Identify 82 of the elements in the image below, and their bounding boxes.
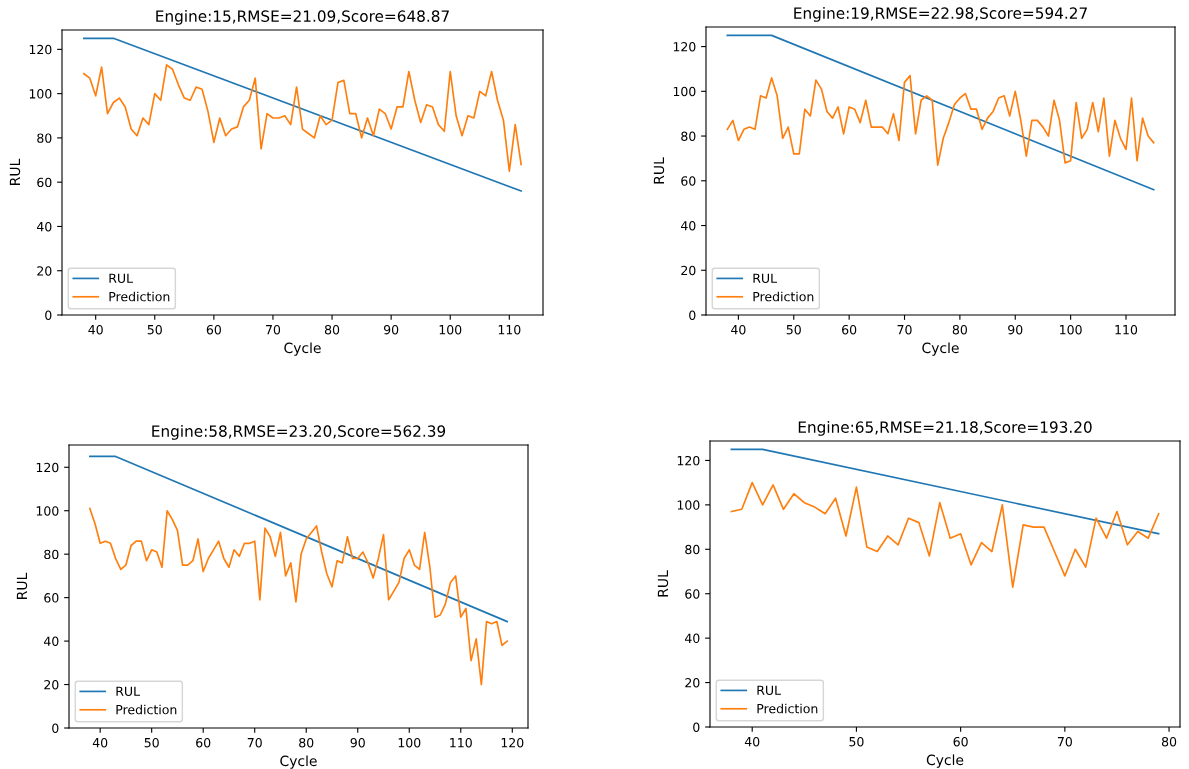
legend-label: RUL <box>109 273 133 283</box>
x-tick-label: 60 <box>842 324 857 335</box>
x-tick-label: 70 <box>247 737 262 748</box>
x-tick-label: 80 <box>1161 736 1177 747</box>
x-tick-label: 40 <box>88 324 103 335</box>
x-tick-label: 40 <box>731 324 746 335</box>
y-axis-title: RUL <box>9 158 21 185</box>
legend-label: RUL <box>753 273 777 283</box>
x-tick-label: 110 <box>450 737 472 748</box>
y-tick-label: 80 <box>681 131 696 141</box>
x-tick-label: 100 <box>1060 324 1082 335</box>
chart-title: Engine:19,RMSE=22.98,Score=594.27 <box>794 7 1087 22</box>
y-tick-label: 20 <box>681 265 696 276</box>
y-axis-title: RUL <box>653 157 665 184</box>
x-tick-label: 90 <box>350 737 365 748</box>
x-axis-title: Cycle <box>280 755 317 769</box>
x-tick-label: 60 <box>953 736 968 747</box>
x-tick-label: 50 <box>147 324 162 335</box>
y-axis-title: RUL <box>16 572 28 599</box>
y-tick-label: 60 <box>44 593 59 603</box>
y-tick-label: 0 <box>693 722 700 732</box>
x-tick-label: 50 <box>144 737 159 748</box>
x-tick-label: 60 <box>206 324 221 335</box>
y-tick-label: 0 <box>52 723 59 733</box>
line-series <box>83 64 522 172</box>
legend-label: Prediction <box>757 703 818 714</box>
y-tick-label: 20 <box>37 266 52 276</box>
y-tick-label: 120 <box>673 42 696 52</box>
line-series <box>89 507 508 686</box>
y-tick-label: 40 <box>680 221 696 231</box>
x-tick-label: 70 <box>1057 736 1072 747</box>
legend-label: RUL <box>757 685 781 695</box>
chart-title: Engine:58,RMSE=23.20,Score=562.39 <box>152 425 446 440</box>
x-tick-label: 60 <box>196 737 211 748</box>
y-tick-label: 100 <box>673 86 696 97</box>
y-axis-title: RUL <box>657 570 669 597</box>
legend-label: Prediction <box>753 291 814 302</box>
y-tick-label: 40 <box>684 633 700 644</box>
x-tick-label: 70 <box>897 324 912 335</box>
x-tick-label: 50 <box>786 324 801 335</box>
y-tick-label: 100 <box>677 500 700 510</box>
y-tick-label: 120 <box>29 44 52 55</box>
y-tick-label: 60 <box>37 177 52 188</box>
y-tick-label: 20 <box>44 680 59 690</box>
y-tick-label: 100 <box>36 506 59 516</box>
x-tick-label: 90 <box>383 324 399 335</box>
y-tick-label: 60 <box>681 176 696 186</box>
x-tick-label: 80 <box>952 324 967 335</box>
line-series <box>730 481 1160 588</box>
x-tick-label: 100 <box>398 737 421 748</box>
x-tick-label: 80 <box>324 324 340 335</box>
x-tick-label: 90 <box>1008 324 1023 335</box>
x-tick-label: 110 <box>1115 324 1138 335</box>
x-tick-label: 120 <box>501 737 524 748</box>
y-tick-label: 80 <box>44 549 59 560</box>
y-tick-label: 120 <box>677 455 700 466</box>
line-series <box>726 74 1155 166</box>
chart-title: Engine:15,RMSE=21.09,Score=648.87 <box>156 10 449 25</box>
x-tick-label: 50 <box>849 736 864 747</box>
x-tick-label: 40 <box>92 737 108 748</box>
x-axis-title: Cycle <box>926 754 964 768</box>
y-tick-label: 80 <box>685 544 700 555</box>
y-tick-label: 0 <box>45 310 52 320</box>
x-tick-label: 100 <box>439 324 462 335</box>
x-tick-label: 110 <box>498 324 521 335</box>
y-tick-label: 120 <box>36 462 59 473</box>
y-tick-label: 60 <box>685 589 700 599</box>
x-axis-title: Cycle <box>922 342 959 356</box>
x-tick-label: 80 <box>299 737 314 748</box>
y-tick-label: 40 <box>36 221 52 232</box>
x-tick-label: 70 <box>266 324 281 335</box>
y-tick-label: 0 <box>689 310 696 320</box>
y-tick-label: 100 <box>29 89 52 99</box>
legend-label: Prediction <box>116 704 177 715</box>
y-tick-label: 80 <box>37 133 52 143</box>
x-axis-title: Cycle <box>284 342 321 356</box>
legend-label: RUL <box>116 686 140 696</box>
y-tick-label: 40 <box>43 636 59 647</box>
legend-label: Prediction <box>109 291 170 302</box>
chart-title: Engine:65,RMSE=21.18,Score=193.20 <box>798 421 1092 436</box>
y-tick-label: 20 <box>685 678 700 688</box>
x-tick-label: 40 <box>744 736 760 747</box>
